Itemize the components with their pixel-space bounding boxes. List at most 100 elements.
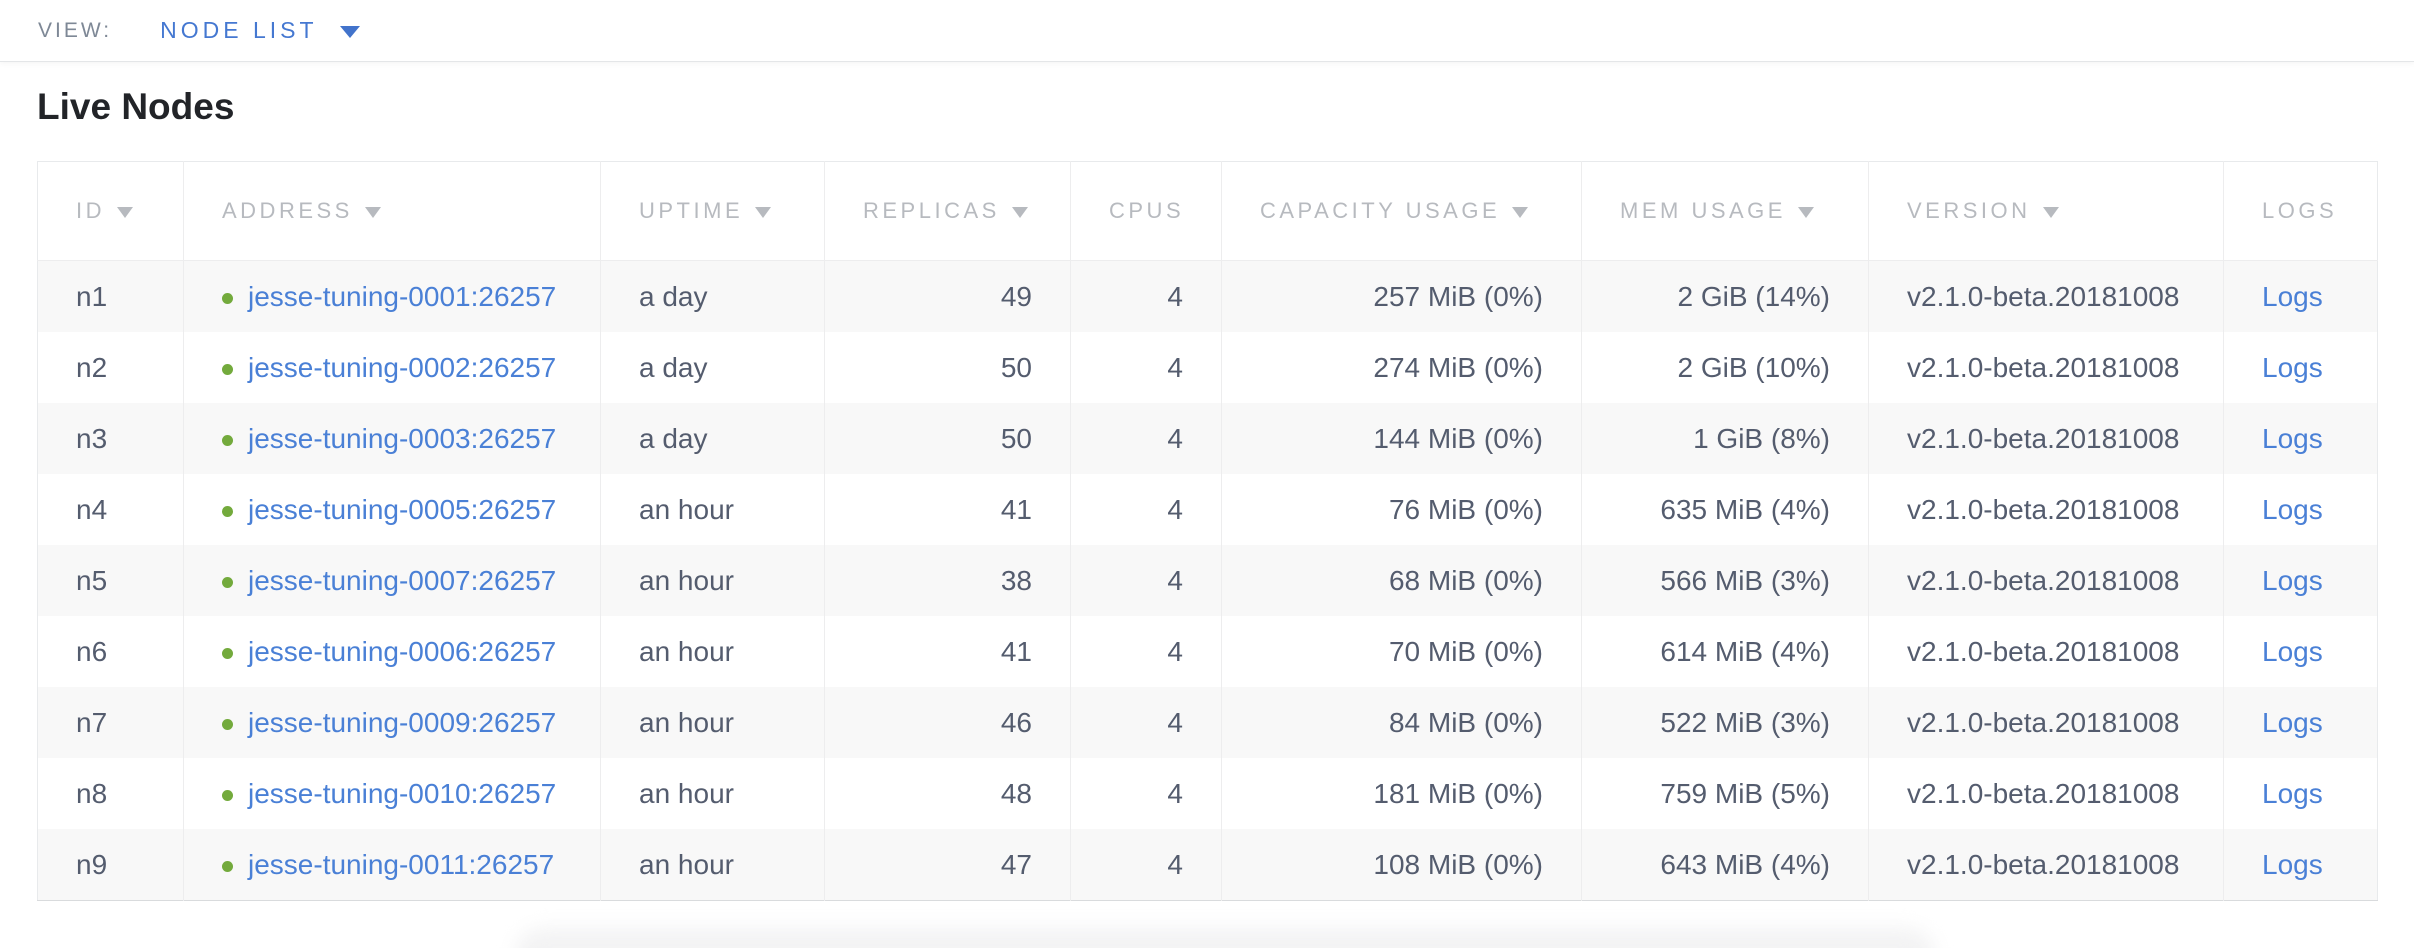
cell-id: n3 — [38, 403, 184, 474]
cell-logs: Logs — [2224, 332, 2378, 403]
cell-version: v2.1.0-beta.20181008 — [1869, 616, 2224, 687]
cell-mem_usage: 566 MiB (3%) — [1582, 545, 1869, 616]
cell-replicas: 41 — [825, 616, 1071, 687]
cell-cpus: 4 — [1071, 332, 1222, 403]
node-address-link[interactable]: jesse-tuning-0005:26257 — [248, 494, 556, 525]
cell-id: n1 — [38, 261, 184, 333]
view-dropdown-value: NODE LIST — [160, 17, 317, 44]
node-address-link[interactable]: jesse-tuning-0011:26257 — [248, 849, 554, 880]
cell-replicas: 49 — [825, 261, 1071, 333]
cell-logs: Logs — [2224, 403, 2378, 474]
caret-down-icon — [340, 26, 360, 38]
node-live-status-icon — [222, 790, 233, 801]
column-label: ADDRESS — [222, 198, 353, 223]
node-logs-link[interactable]: Logs — [2262, 707, 2323, 738]
cell-capacity_usage: 76 MiB (0%) — [1222, 474, 1582, 545]
cell-version: v2.1.0-beta.20181008 — [1869, 261, 2224, 333]
node-address-link[interactable]: jesse-tuning-0001:26257 — [248, 281, 556, 312]
column-header-replicas[interactable]: REPLICAS — [825, 162, 1071, 261]
cell-version: v2.1.0-beta.20181008 — [1869, 545, 2224, 616]
cell-uptime: a day — [601, 261, 825, 333]
cell-replicas: 47 — [825, 829, 1071, 901]
node-logs-link[interactable]: Logs — [2262, 352, 2323, 383]
cell-version: v2.1.0-beta.20181008 — [1869, 403, 2224, 474]
column-header-address[interactable]: ADDRESS — [184, 162, 601, 261]
cell-address: jesse-tuning-0011:26257 — [184, 829, 601, 901]
cell-address: jesse-tuning-0002:26257 — [184, 332, 601, 403]
cell-id: n2 — [38, 332, 184, 403]
cell-capacity_usage: 181 MiB (0%) — [1222, 758, 1582, 829]
cell-id: n5 — [38, 545, 184, 616]
sort-desc-icon — [755, 207, 771, 218]
view-selector-bar: VIEW: NODE LIST — [0, 0, 2414, 62]
live-nodes-section: Live Nodes IDADDRESSUPTIMEREPLICASCPUSCA… — [0, 85, 2414, 901]
sort-desc-icon — [2043, 207, 2059, 218]
cell-logs: Logs — [2224, 758, 2378, 829]
cell-mem_usage: 635 MiB (4%) — [1582, 474, 1869, 545]
column-header-id[interactable]: ID — [38, 162, 184, 261]
node-live-status-icon — [222, 435, 233, 446]
cell-mem_usage: 759 MiB (5%) — [1582, 758, 1869, 829]
column-label: UPTIME — [639, 198, 743, 223]
cell-address: jesse-tuning-0003:26257 — [184, 403, 601, 474]
cell-address: jesse-tuning-0009:26257 — [184, 687, 601, 758]
node-row: n1jesse-tuning-0001:26257a day494257 MiB… — [38, 261, 2378, 333]
cell-uptime: an hour — [601, 474, 825, 545]
cell-version: v2.1.0-beta.20181008 — [1869, 687, 2224, 758]
cell-uptime: an hour — [601, 616, 825, 687]
node-live-status-icon — [222, 719, 233, 730]
node-address-link[interactable]: jesse-tuning-0010:26257 — [248, 778, 556, 809]
column-header-mem_usage[interactable]: MEM USAGE — [1582, 162, 1869, 261]
node-address-link[interactable]: jesse-tuning-0006:26257 — [248, 636, 556, 667]
cell-mem_usage: 643 MiB (4%) — [1582, 829, 1869, 901]
cell-logs: Logs — [2224, 474, 2378, 545]
cell-cpus: 4 — [1071, 545, 1222, 616]
node-address-link[interactable]: jesse-tuning-0002:26257 — [248, 352, 556, 383]
node-row: n8jesse-tuning-0010:26257an hour484181 M… — [38, 758, 2378, 829]
node-address-link[interactable]: jesse-tuning-0007:26257 — [248, 565, 556, 596]
cell-replicas: 41 — [825, 474, 1071, 545]
cell-logs: Logs — [2224, 545, 2378, 616]
cell-cpus: 4 — [1071, 616, 1222, 687]
column-header-uptime[interactable]: UPTIME — [601, 162, 825, 261]
node-logs-link[interactable]: Logs — [2262, 423, 2323, 454]
column-header-version[interactable]: VERSION — [1869, 162, 2224, 261]
column-label: VERSION — [1907, 198, 2031, 223]
cell-cpus: 4 — [1071, 758, 1222, 829]
node-address-link[interactable]: jesse-tuning-0009:26257 — [248, 707, 556, 738]
column-header-cpus: CPUS — [1071, 162, 1222, 261]
cell-uptime: an hour — [601, 687, 825, 758]
node-row: n6jesse-tuning-0006:26257an hour41470 Mi… — [38, 616, 2378, 687]
cell-id: n9 — [38, 829, 184, 901]
cell-mem_usage: 2 GiB (10%) — [1582, 332, 1869, 403]
cell-capacity_usage: 68 MiB (0%) — [1222, 545, 1582, 616]
cell-replicas: 48 — [825, 758, 1071, 829]
cell-logs: Logs — [2224, 616, 2378, 687]
cell-replicas: 38 — [825, 545, 1071, 616]
cell-replicas: 46 — [825, 687, 1071, 758]
column-header-capacity_usage[interactable]: CAPACITY USAGE — [1222, 162, 1582, 261]
node-logs-link[interactable]: Logs — [2262, 494, 2323, 525]
sort-desc-icon — [1512, 207, 1528, 218]
node-logs-link[interactable]: Logs — [2262, 849, 2323, 880]
cell-address: jesse-tuning-0010:26257 — [184, 758, 601, 829]
node-logs-link[interactable]: Logs — [2262, 778, 2323, 809]
node-logs-link[interactable]: Logs — [2262, 636, 2323, 667]
node-row: n3jesse-tuning-0003:26257a day504144 MiB… — [38, 403, 2378, 474]
cell-capacity_usage: 84 MiB (0%) — [1222, 687, 1582, 758]
cell-cpus: 4 — [1071, 829, 1222, 901]
offscreen-section-shadow — [515, 928, 1935, 948]
cell-id: n6 — [38, 616, 184, 687]
node-logs-link[interactable]: Logs — [2262, 565, 2323, 596]
view-dropdown[interactable]: NODE LIST — [160, 17, 359, 44]
cell-capacity_usage: 108 MiB (0%) — [1222, 829, 1582, 901]
cell-uptime: an hour — [601, 829, 825, 901]
cell-uptime: a day — [601, 403, 825, 474]
cell-cpus: 4 — [1071, 474, 1222, 545]
cell-id: n7 — [38, 687, 184, 758]
column-label: MEM USAGE — [1620, 198, 1786, 223]
node-logs-link[interactable]: Logs — [2262, 281, 2323, 312]
node-address-link[interactable]: jesse-tuning-0003:26257 — [248, 423, 556, 454]
cell-cpus: 4 — [1071, 261, 1222, 333]
sort-desc-icon — [1798, 207, 1814, 218]
